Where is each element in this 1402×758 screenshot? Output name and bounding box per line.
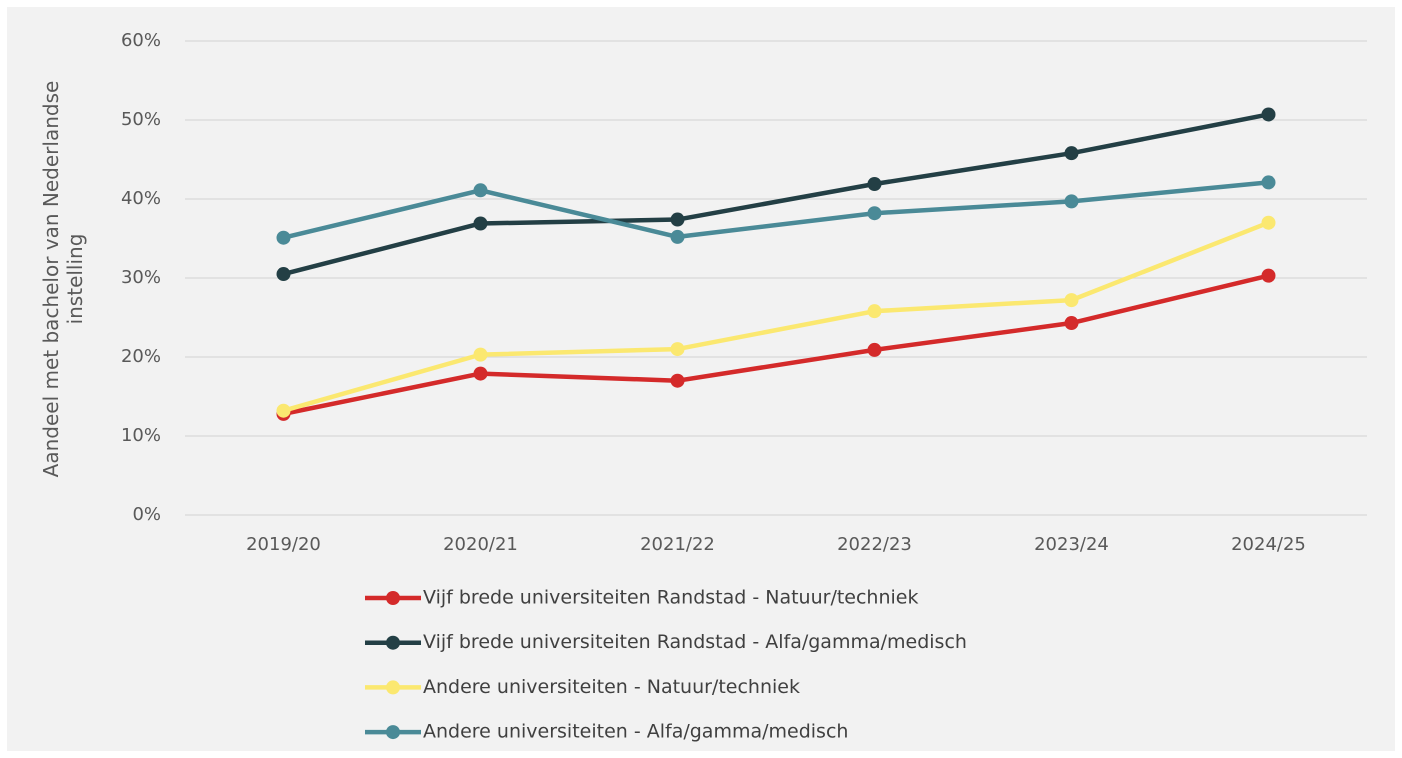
data-point <box>670 342 685 357</box>
data-point <box>670 373 685 388</box>
legend-label: Andere universiteiten - Alfa/gamma/medis… <box>423 721 848 743</box>
data-point <box>276 267 291 282</box>
legend-label: Vijf brede universiteiten Randstad - Nat… <box>423 587 918 609</box>
data-point <box>1064 316 1079 331</box>
data-point <box>473 183 488 198</box>
series-line <box>282 112 1269 277</box>
data-point <box>473 347 488 362</box>
x-tick-label: 2024/25 <box>1231 534 1306 555</box>
data-point <box>670 229 685 244</box>
y-axis-label: Aandeel met bachelor van Nederlandse ins… <box>39 80 87 478</box>
x-tick-label: 2023/24 <box>1034 534 1109 555</box>
data-point <box>1261 268 1276 283</box>
data-point <box>867 206 882 221</box>
y-tick-label: 0% <box>132 504 161 525</box>
legend-label: Andere universiteiten - Natuur/techniek <box>423 676 800 698</box>
legend-marker <box>386 725 400 740</box>
x-tick-label: 2020/21 <box>443 534 518 555</box>
legend-marker <box>386 591 400 605</box>
y-tick-label: 20% <box>121 346 161 367</box>
y-tick-label: 40% <box>121 188 161 209</box>
data-point <box>473 366 488 381</box>
y-tick-label: 10% <box>121 425 161 446</box>
data-point <box>1064 194 1079 209</box>
legend-marker <box>386 635 400 650</box>
data-point <box>867 176 882 191</box>
data-point <box>1064 146 1079 161</box>
data-point <box>1261 107 1276 122</box>
data-point <box>1064 293 1079 308</box>
data-point <box>1261 215 1276 230</box>
y-tick-label: 30% <box>121 267 161 288</box>
data-point <box>276 230 291 245</box>
x-tick-label: 2021/22 <box>640 534 715 555</box>
x-tick-label: 2019/20 <box>246 534 321 555</box>
data-point <box>670 212 685 227</box>
legend-label: Vijf brede universiteiten Randstad - Alf… <box>423 631 967 653</box>
y-tick-label: 60% <box>121 30 161 51</box>
x-tick-label: 2022/23 <box>837 534 912 555</box>
legend-marker <box>386 680 400 695</box>
data-point <box>867 342 882 357</box>
y-tick-label: 50% <box>121 109 161 130</box>
data-point <box>276 403 291 418</box>
series-line <box>283 273 1270 417</box>
series-line <box>282 220 1270 413</box>
data-point <box>867 304 882 319</box>
data-point <box>1261 175 1276 190</box>
data-point <box>473 216 488 231</box>
series-line <box>282 180 1269 240</box>
